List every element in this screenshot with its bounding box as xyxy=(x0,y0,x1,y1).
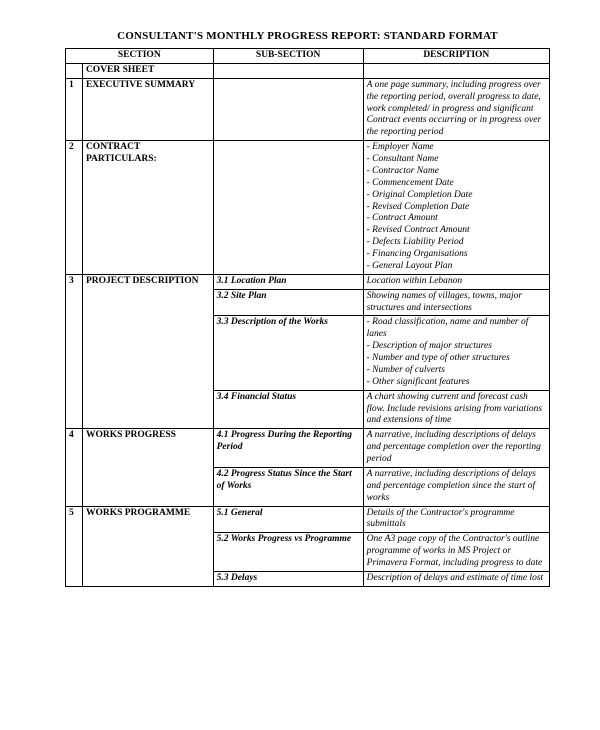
subsection-cell xyxy=(213,78,363,140)
description-cell: Showing names of villages, towns, major … xyxy=(363,289,549,316)
description-cell: A narrative, including descriptions of d… xyxy=(363,467,549,506)
subsection-cell: 4.1 Progress During the Reporting Period xyxy=(213,429,363,468)
row-number: 1 xyxy=(66,78,83,140)
subsection-cell: 5.1 General xyxy=(213,506,363,533)
description-cell: Details of the Contractor's programme su… xyxy=(363,506,549,533)
subsection-cell xyxy=(213,63,363,78)
subsection-cell: 3.1 Location Plan xyxy=(213,274,363,289)
description-cell: One A3 page copy of the Contractor's out… xyxy=(363,533,549,572)
description-cell: A narrative, including descriptions of d… xyxy=(363,429,549,468)
description-cell xyxy=(363,63,549,78)
description-cell: A one page summary, including progress o… xyxy=(363,78,549,140)
header-sub: SUB-SECTION xyxy=(213,49,363,64)
subsection-cell: 4.2 Progress Status Since the Start of W… xyxy=(213,467,363,506)
row-number: 5 xyxy=(66,506,83,586)
section-cell: WORKS PROGRAMME xyxy=(82,506,213,586)
subsection-cell: 3.4 Financial Status xyxy=(213,390,363,429)
header-section: SECTION xyxy=(66,49,214,64)
description-cell: - Road classification, name and number o… xyxy=(363,316,549,390)
description-cell: Description of delays and estimate of ti… xyxy=(363,571,549,586)
table-row: 1EXECUTIVE SUMMARY A one page summary, in… xyxy=(66,78,550,140)
report-table: SECTION SUB-SECTION DESCRIPTION COVER SH… xyxy=(65,48,550,587)
section-cell: WORKS PROGRESS xyxy=(82,429,213,506)
row-number: 3 xyxy=(66,274,83,429)
description-cell: Location within Lebanon xyxy=(363,274,549,289)
section-cell: PROJECT DESCRIPTION xyxy=(82,274,213,429)
row-number: 2 xyxy=(66,141,83,275)
subsection-cell: 3.3 Description of the Works xyxy=(213,316,363,390)
header-desc: DESCRIPTION xyxy=(363,49,549,64)
table-row: COVER SHEET xyxy=(66,63,550,78)
table-row: 2CONTRACT PARTICULARS: - Employer Name- C… xyxy=(66,141,550,275)
section-cell: COVER SHEET xyxy=(82,63,213,78)
row-number xyxy=(66,63,83,78)
page-title: CONSULTANT'S MONTHLY PROGRESS REPORT: ST… xyxy=(65,30,550,42)
subsection-cell: 5.2 Works Progress vs Programme xyxy=(213,533,363,572)
section-cell: CONTRACT PARTICULARS: xyxy=(82,141,213,275)
section-cell: EXECUTIVE SUMMARY xyxy=(82,78,213,140)
table-row: 5WORKS PROGRAMME5.1 GeneralDetails of th… xyxy=(66,506,550,533)
table-row: 4WORKS PROGRESS4.1 Progress During the R… xyxy=(66,429,550,468)
row-number: 4 xyxy=(66,429,83,506)
table-row: 3PROJECT DESCRIPTION3.1 Location PlanLoc… xyxy=(66,274,550,289)
subsection-cell xyxy=(213,141,363,275)
subsection-cell: 3.2 Site Plan xyxy=(213,289,363,316)
description-cell: A chart showing current and forecast cas… xyxy=(363,390,549,429)
subsection-cell: 5.3 Delays xyxy=(213,571,363,586)
description-cell: - Employer Name- Consultant Name- Contra… xyxy=(363,141,549,275)
